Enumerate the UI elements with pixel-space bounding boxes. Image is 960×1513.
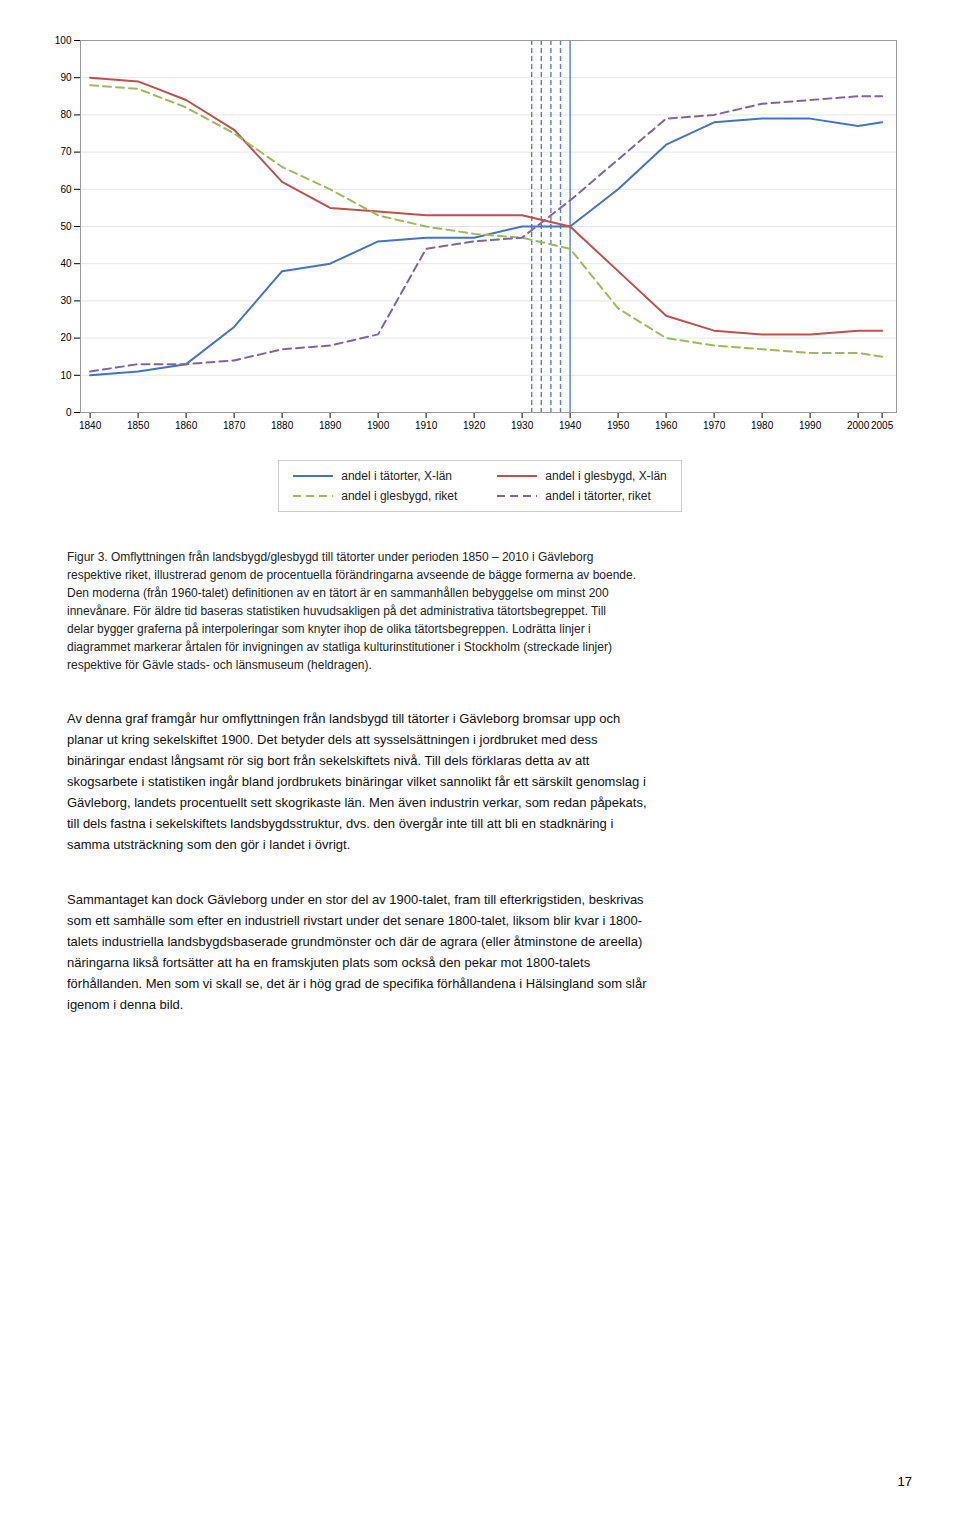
svg-text:1940: 1940 <box>559 420 582 431</box>
svg-text:10: 10 <box>60 370 72 381</box>
html-text:binäringar endast långsamt rör: binäringar endast långsamt rör sig bort … <box>67 753 590 768</box>
html-text:andel i tätorter, X-län: andel i tätorter, X-län <box>341 469 452 483</box>
html-text:diagrammet markerar årtalen fö: diagrammet markerar årtalen för invignin… <box>67 640 612 654</box>
svg-text:1850: 1850 <box>127 420 150 431</box>
html-text:andel i glesbygd, X-län: andel i glesbygd, X-län <box>545 469 667 483</box>
html-text:planar ut kring sekelskiftet 1: planar ut kring sekelskiftet 1900. Det b… <box>67 732 598 747</box>
svg-text:1860: 1860 <box>175 420 198 431</box>
html-text:till dels fastna i sekelskifte: till dels fastna i sekelskiftets landsby… <box>67 816 614 831</box>
html-text:näringarna likså fortsätter at: näringarna likså fortsätter att ha en fr… <box>67 955 591 970</box>
html-text:förhållanden. Men som vi skall: förhållanden. Men som vi skall se, det ä… <box>67 976 647 991</box>
svg-text:20: 20 <box>60 332 72 343</box>
html-text:innevånare. För äldre tid base: innevånare. För äldre tid baseras statis… <box>67 604 606 618</box>
html-text:andel i glesbygd, riket: andel i glesbygd, riket <box>341 489 458 503</box>
svg-text:80: 80 <box>60 109 72 120</box>
html-text:respektive riket, illustrerad: respektive riket, illustrerad genom de p… <box>67 568 636 582</box>
svg-text:50: 50 <box>60 221 72 232</box>
html-text:17: 17 <box>897 1474 912 1489</box>
svg-text:1950: 1950 <box>607 420 630 431</box>
svg-text:1840: 1840 <box>79 420 102 431</box>
html-text:Sammantaget kan dock Gävleborg: Sammantaget kan dock Gävleborg under en … <box>67 892 644 907</box>
svg-text:1920: 1920 <box>463 420 486 431</box>
svg-text:70: 70 <box>60 146 72 157</box>
html-text:respektive för Gävle stads- oc: respektive för Gävle stads- och länsmuse… <box>67 658 372 672</box>
svg-text:40: 40 <box>60 258 72 269</box>
html-text:Den moderna (från 1960-talet): Den moderna (från 1960-talet) definition… <box>67 586 609 600</box>
svg-text:2000: 2000 <box>847 420 870 431</box>
svg-text:90: 90 <box>60 72 72 83</box>
html-text:igenom i denna bild.: igenom i denna bild. <box>67 997 184 1012</box>
svg-text:1900: 1900 <box>367 420 390 431</box>
svg-text:1970: 1970 <box>703 420 726 431</box>
html-text:talets industriella landsbygds: talets industriella landsbygdsbaserade g… <box>67 934 643 949</box>
svg-text:1890: 1890 <box>319 420 342 431</box>
html-text:Av denna graf framgår hur omfl: Av denna graf framgår hur omflyttningen … <box>67 711 621 726</box>
svg-text:2005: 2005 <box>871 420 894 431</box>
html-text:samma utsträckning som den gör: samma utsträckning som den gör i landet … <box>67 837 351 852</box>
svg-text:1870: 1870 <box>223 420 246 431</box>
svg-text:100: 100 <box>55 35 72 46</box>
svg-text:1980: 1980 <box>751 420 774 431</box>
html-text:delar bygger graferna på inter: delar bygger graferna på interpoleringar… <box>67 622 591 636</box>
html-text:Figur 3. Omflyttningen från la: Figur 3. Omflyttningen från landsbygd/gl… <box>67 550 594 564</box>
svg-text:1960: 1960 <box>655 420 678 431</box>
svg-text:30: 30 <box>60 295 72 306</box>
svg-text:60: 60 <box>60 184 72 195</box>
html-text:skogsarbete i statistiken ingå: skogsarbete i statistiken ingår bland jo… <box>67 774 646 789</box>
html-text:Gävleborg, landets procentuell: Gävleborg, landets procentuellt sett sko… <box>67 795 647 810</box>
svg-text:1910: 1910 <box>415 420 438 431</box>
svg-text:0: 0 <box>66 407 72 418</box>
html-text:som ett samhälle som efter en: som ett samhälle som efter en industriel… <box>67 913 643 928</box>
svg-text:1990: 1990 <box>799 420 822 431</box>
svg-text:1880: 1880 <box>271 420 294 431</box>
svg-text:1930: 1930 <box>511 420 534 431</box>
html-text:andel i tätorter, riket: andel i tätorter, riket <box>545 489 651 503</box>
